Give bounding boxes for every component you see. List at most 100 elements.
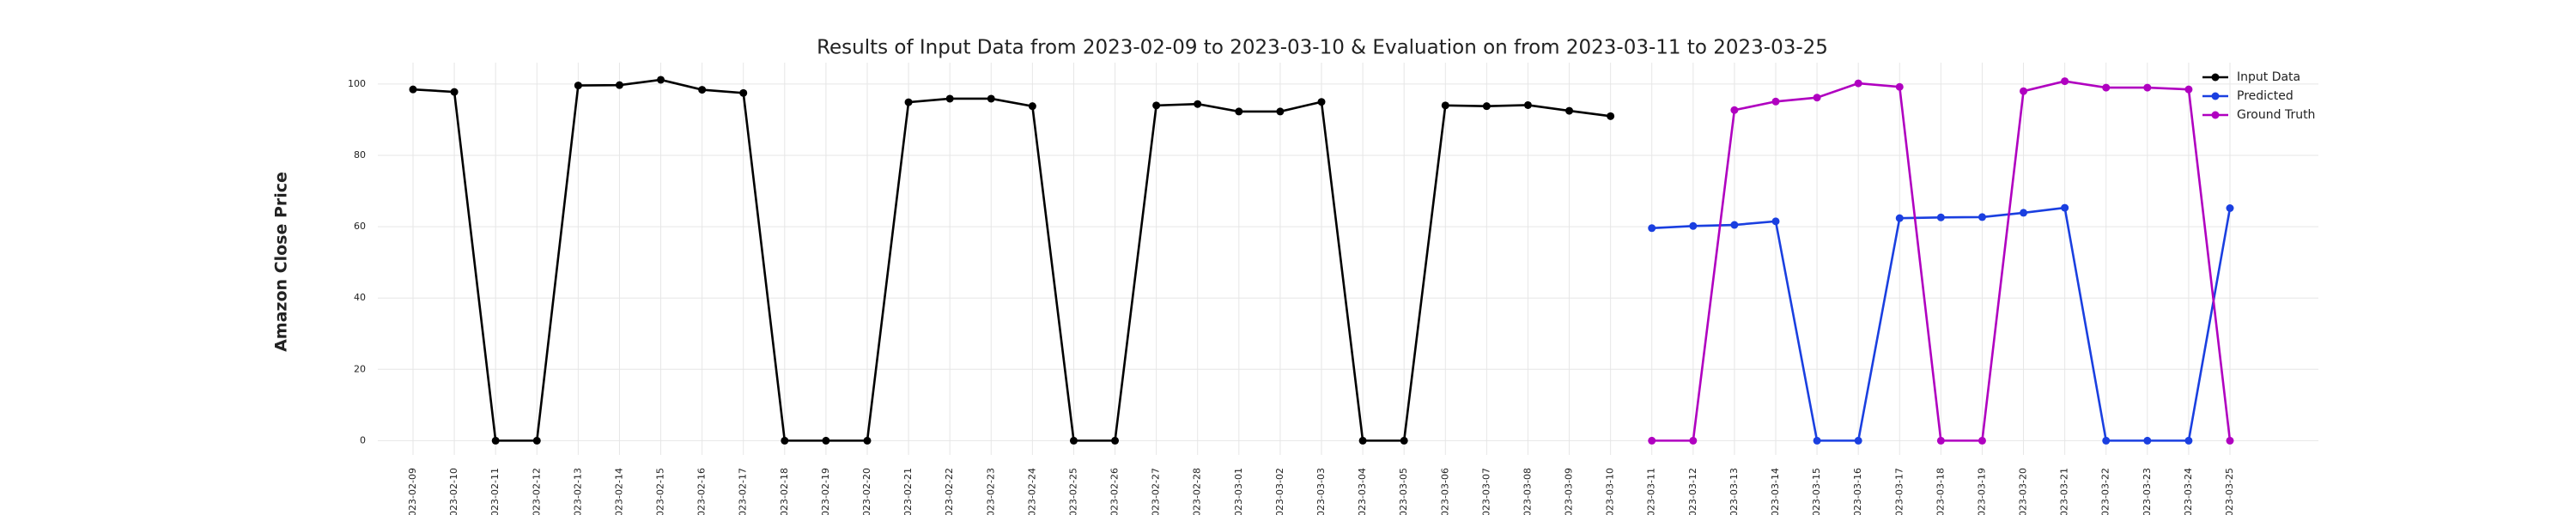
data-point <box>1648 224 1656 233</box>
y-axis-label: Amazon Close Price <box>272 172 291 352</box>
x-tick-label: 2023-03-17 <box>1893 468 1905 515</box>
data-point <box>1400 436 1408 445</box>
data-point <box>904 98 913 106</box>
data-point <box>1895 82 1904 91</box>
data-point <box>1813 94 1821 102</box>
data-point <box>1689 436 1698 445</box>
data-point <box>1648 436 1656 445</box>
legend-marker <box>2211 92 2220 100</box>
data-point <box>2020 87 2028 95</box>
data-point <box>1607 112 1615 120</box>
data-point <box>1152 101 1161 110</box>
x-tick-label: 2023-02-26 <box>1109 468 1121 515</box>
y-tick-label: 40 <box>354 292 366 303</box>
data-point <box>1978 436 1986 445</box>
data-point <box>2226 436 2234 445</box>
data-point <box>698 86 707 94</box>
data-point <box>945 94 954 103</box>
x-tick-label: 2023-03-22 <box>2100 468 2111 515</box>
x-tick-label: 2023-02-09 <box>407 468 418 515</box>
x-tick-label: 2023-02-14 <box>613 468 624 515</box>
x-tick-label: 2023-03-08 <box>1522 468 1533 515</box>
data-point <box>1358 436 1367 445</box>
data-point <box>2061 203 2069 212</box>
data-point <box>781 436 789 445</box>
data-point <box>1276 107 1285 116</box>
data-point <box>574 82 582 90</box>
data-point <box>2226 204 2234 213</box>
x-tick-label: 2023-03-01 <box>1233 468 1244 515</box>
y-tick-label: 100 <box>348 78 366 89</box>
data-point <box>2184 85 2193 94</box>
data-point <box>2102 436 2111 445</box>
x-tick-label: 2023-03-24 <box>2183 468 2194 515</box>
data-point <box>1194 100 1202 108</box>
x-tick-label: 2023-03-07 <box>1480 468 1492 515</box>
legend-marker <box>2211 111 2220 119</box>
y-tick-label: 80 <box>354 149 366 161</box>
data-point <box>1317 98 1326 106</box>
data-point <box>1854 79 1862 88</box>
data-point <box>615 81 623 89</box>
data-point <box>1895 214 1904 222</box>
x-tick-label: 2023-03-12 <box>1687 468 1698 515</box>
x-tick-label: 2023-02-21 <box>902 468 914 515</box>
data-point <box>1689 221 1698 230</box>
x-tick-label: 2023-02-15 <box>655 468 666 515</box>
data-point <box>2143 436 2152 445</box>
x-tick-label: 2023-03-02 <box>1274 468 1285 515</box>
data-point <box>1441 101 1449 110</box>
x-tick-label: 2023-03-14 <box>1770 468 1781 515</box>
x-tick-label: 2023-02-25 <box>1067 468 1078 515</box>
data-point <box>1523 100 1532 109</box>
x-tick-label: 2023-02-23 <box>985 468 996 515</box>
data-point <box>657 76 665 84</box>
x-tick-label: 2023-03-10 <box>1605 468 1616 515</box>
data-point <box>2184 436 2193 445</box>
data-point <box>1854 436 1862 445</box>
data-point <box>409 85 417 94</box>
data-point <box>1813 436 1821 445</box>
data-point <box>1235 107 1243 116</box>
x-tick-label: 2023-02-27 <box>1151 468 1162 515</box>
data-point <box>987 94 995 103</box>
data-point <box>1028 102 1036 111</box>
data-point <box>1978 213 1986 221</box>
x-tick-label: 2023-02-12 <box>531 468 542 515</box>
data-point <box>1730 106 1739 114</box>
x-tick-label: 2023-03-23 <box>2142 468 2153 515</box>
x-tick-label: 2023-03-06 <box>1439 468 1450 515</box>
y-tick-label: 0 <box>360 434 366 445</box>
x-tick-label: 2023-03-03 <box>1315 468 1327 515</box>
data-point <box>863 436 872 445</box>
x-tick-label: 2023-02-16 <box>696 468 708 515</box>
chart-title: Results of Input Data from 2023-02-09 to… <box>817 37 1828 59</box>
y-tick-label: 20 <box>354 363 366 374</box>
x-tick-label: 2023-03-20 <box>2018 468 2029 515</box>
x-tick-label: 2023-02-20 <box>861 468 872 515</box>
data-point <box>2102 83 2111 92</box>
legend-label: Ground Truth <box>2237 108 2315 122</box>
x-tick-label: 2023-02-19 <box>820 468 831 515</box>
x-tick-label: 2023-03-11 <box>1646 468 1657 515</box>
x-tick-label: 2023-03-19 <box>1976 468 1987 515</box>
data-point <box>1482 102 1491 111</box>
x-tick-label: 2023-03-15 <box>1811 468 1822 515</box>
series-line <box>412 78 1611 442</box>
legend-label: Input Data <box>2237 70 2300 84</box>
x-tick-label: 2023-03-16 <box>1852 468 1863 515</box>
y-tick-label: 60 <box>354 221 366 232</box>
data-point <box>532 436 541 445</box>
data-point <box>1565 106 1574 115</box>
data-point <box>2061 77 2069 86</box>
data-point <box>739 88 748 97</box>
data-point <box>1771 217 1780 226</box>
x-tick-label: 2023-02-17 <box>738 468 749 515</box>
x-tick-label: 2023-02-10 <box>448 468 459 515</box>
legend-marker <box>2211 73 2220 82</box>
data-point <box>2143 83 2152 92</box>
x-tick-label: 2023-02-18 <box>779 468 790 515</box>
x-tick-label: 2023-02-22 <box>944 468 955 515</box>
legend-label: Predicted <box>2237 89 2293 103</box>
